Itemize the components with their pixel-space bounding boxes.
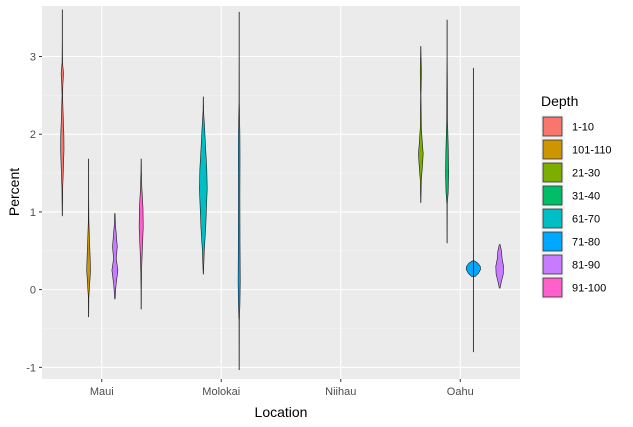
violin-maui-1-10 — [60, 9, 65, 217]
legend-label: 91-100 — [572, 283, 606, 295]
legend-swatch — [542, 139, 563, 160]
legend-swatch — [542, 254, 563, 275]
violin-molokai-71-80 — [237, 11, 241, 370]
y-tick-label: -1 — [26, 362, 36, 374]
y-tick-label: 3 — [30, 52, 36, 64]
legend-label: 101-110 — [572, 145, 612, 157]
x-tick-label: Niihau — [325, 386, 356, 398]
legend-title: Depth — [541, 93, 578, 109]
legend-label: 31-40 — [572, 191, 600, 203]
legend-swatch — [542, 231, 563, 252]
legend-label: 61-70 — [572, 214, 600, 226]
legend-swatch — [542, 277, 563, 298]
violin-oahu-31-40 — [445, 19, 449, 244]
x-tick-label: Molokai — [202, 386, 240, 398]
legend: Depth 1-10 101-110 21-30 31-40 61-70 71-80 81-… — [541, 93, 612, 299]
legend-label: 21-30 — [572, 168, 600, 180]
violin-oahu-21-30 — [418, 46, 424, 203]
x-axis: Maui Molokai Niihau Oahu — [90, 379, 474, 398]
legend-swatch — [542, 185, 563, 206]
legend-label: 71-80 — [572, 237, 600, 249]
legend-label: 81-90 — [572, 260, 600, 272]
gridlines — [42, 6, 520, 379]
x-axis-title: Location — [255, 404, 308, 420]
legend-swatch — [542, 116, 563, 137]
violin-layer — [60, 9, 504, 370]
violin-maui-91-100 — [138, 158, 144, 310]
y-tick-label: 2 — [30, 129, 36, 141]
legend-swatch — [542, 208, 563, 229]
y-tick-label: 0 — [30, 285, 36, 297]
violin-oahu-81-90 — [495, 244, 504, 289]
legend-swatch — [542, 162, 563, 183]
y-axis: -1 0 1 2 3 — [26, 52, 42, 374]
x-tick-label: Maui — [90, 386, 114, 398]
y-tick-label: 1 — [30, 207, 36, 219]
violin-maui-81-90 — [111, 213, 119, 300]
plot-panel — [42, 6, 520, 379]
y-axis-title: Percent — [6, 168, 22, 216]
violin-molokai-61-70 — [199, 96, 208, 275]
x-tick-label: Oahu — [447, 386, 474, 398]
legend-label: 1-10 — [572, 122, 594, 134]
violin-maui-101-110 — [86, 158, 91, 318]
